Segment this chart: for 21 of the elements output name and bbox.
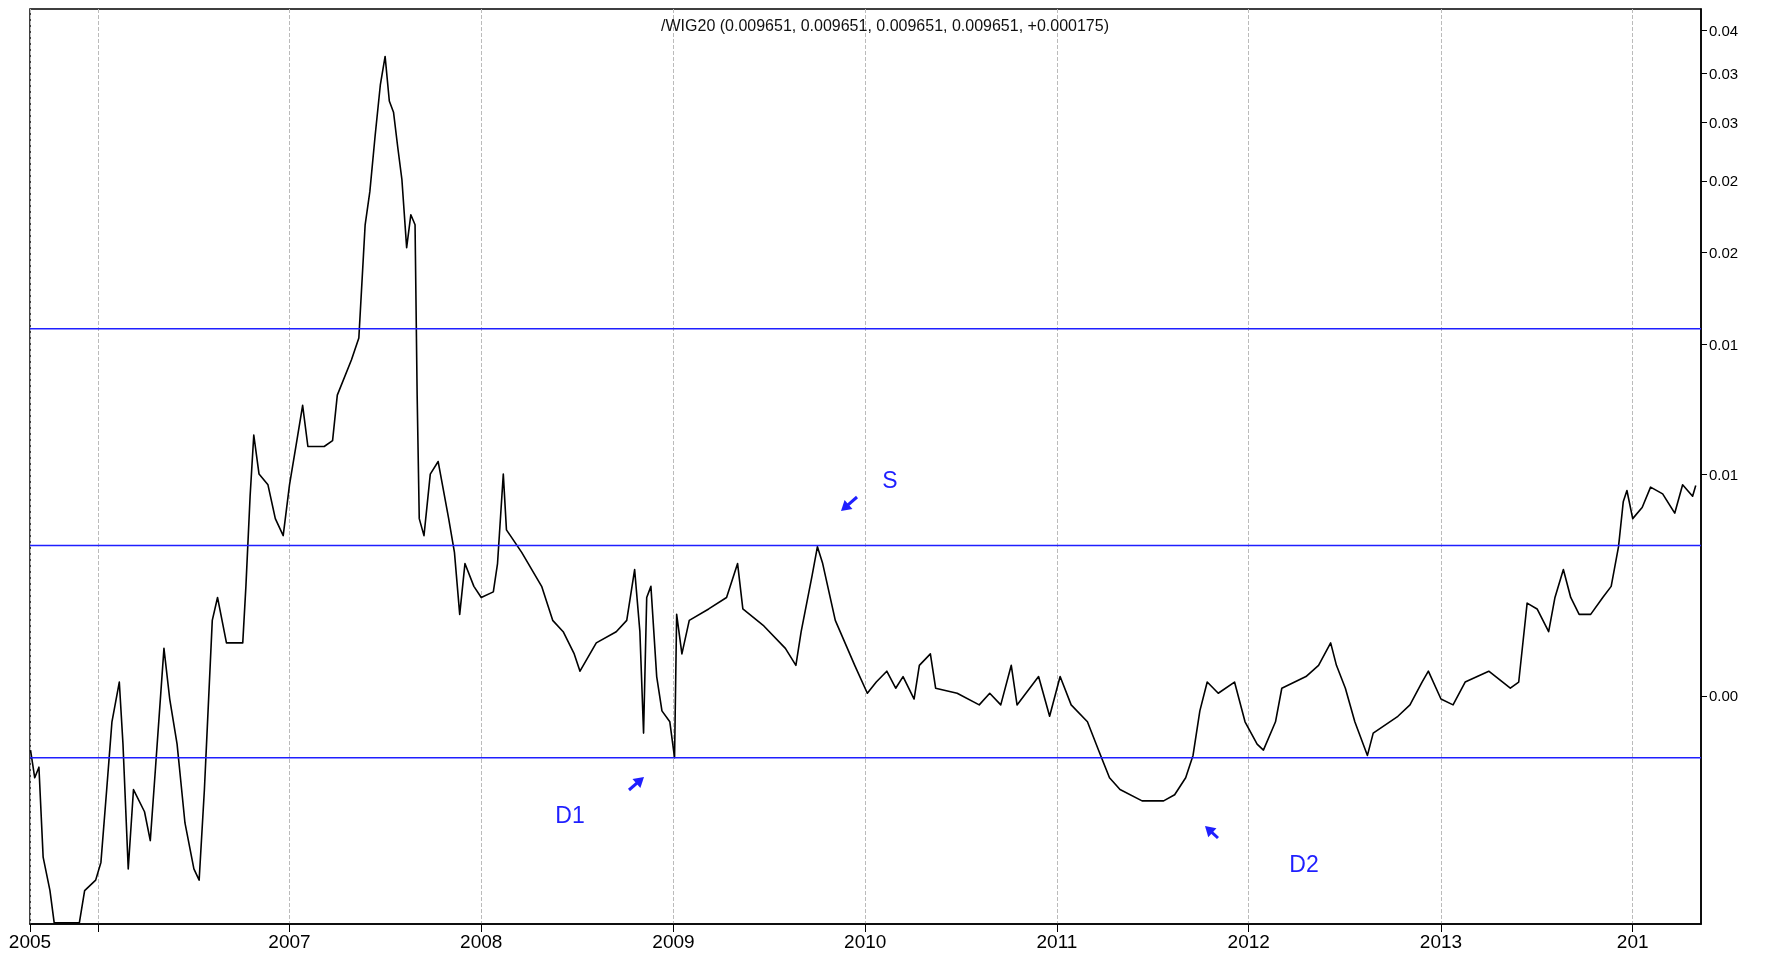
y-tick-label: 0.03 [1709, 64, 1739, 82]
x-tick-label: 2011 [1036, 931, 1078, 952]
text: /WIG20 (0.009651, 0.009651, 0.009651, 0.009651, +0.000175) [661, 16, 1109, 34]
y-tick-label: 0.01 [1709, 465, 1739, 483]
x-tick-label: 2009 [652, 931, 695, 952]
annotation: D1 [555, 802, 585, 828]
x-tick-label: 2007 [268, 931, 311, 952]
y-tick-label: 0.02 [1709, 243, 1739, 261]
x-tick-label: 2012 [1227, 931, 1270, 952]
annotation: S [882, 467, 898, 493]
y-tick-label: 0.04 [1709, 22, 1739, 40]
y-tick-label: 0.00 [1709, 687, 1739, 705]
x-tick-label: 201 [1616, 931, 1649, 952]
x-tick-label: 2008 [460, 931, 503, 952]
annotation: D2 [1289, 851, 1319, 877]
x-tick-label: 2010 [844, 931, 887, 952]
y-tick-label: 0.02 [1709, 172, 1739, 190]
y-tick-label: 0.01 [1709, 335, 1739, 353]
y-tick-label: 0.03 [1709, 114, 1739, 132]
x-tick-label: 2013 [1419, 931, 1463, 952]
x-tick-label: 2005 [8, 931, 52, 952]
